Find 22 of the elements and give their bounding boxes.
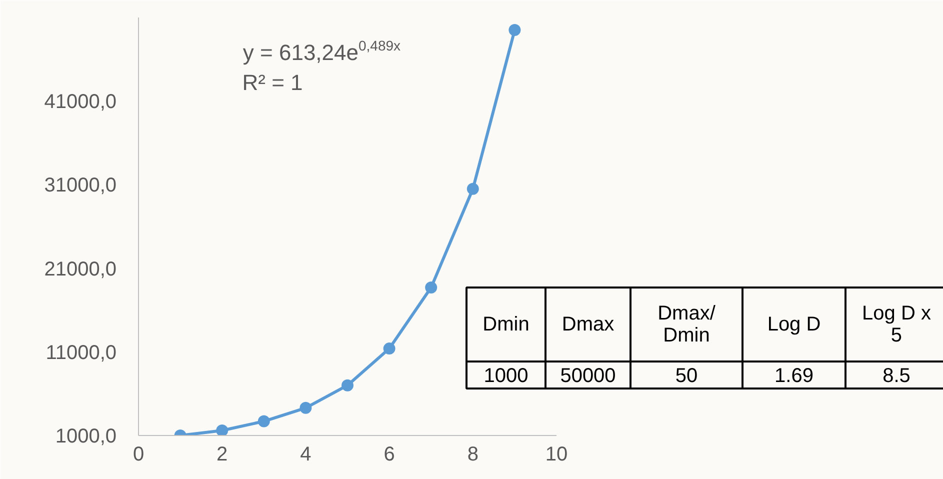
- annotation: 1000: [484, 365, 528, 387]
- x-tick-label: 10: [545, 444, 568, 466]
- text: Log D x 5: [862, 302, 931, 346]
- text: Dmax/ Dmin: [658, 302, 716, 346]
- annotation: R² = 1: [242, 70, 303, 95]
- text: Log D: [767, 314, 821, 336]
- x-tick-label: 2: [216, 444, 228, 466]
- x-tick-label: 0: [132, 444, 144, 466]
- y-tick-label: 1000,0: [55, 426, 116, 448]
- y-tick-label: 41000,0: [44, 91, 116, 114]
- x-tick-label: 8: [467, 444, 478, 466]
- y-tick-label: 11000,0: [46, 342, 116, 364]
- x-tick-label: 6: [384, 444, 395, 466]
- annotation: Dmin: [482, 314, 530, 336]
- text: 50000: [560, 365, 616, 387]
- y-tick-label: 31000,0: [44, 174, 116, 197]
- text: 1.69: [774, 365, 814, 387]
- y-tick-label: 21000,0: [44, 258, 116, 280]
- text: 8.5: [882, 365, 910, 387]
- text: Dmax: [562, 314, 614, 336]
- x-tick-label: 4: [300, 444, 312, 466]
- text: 50: [675, 365, 698, 387]
